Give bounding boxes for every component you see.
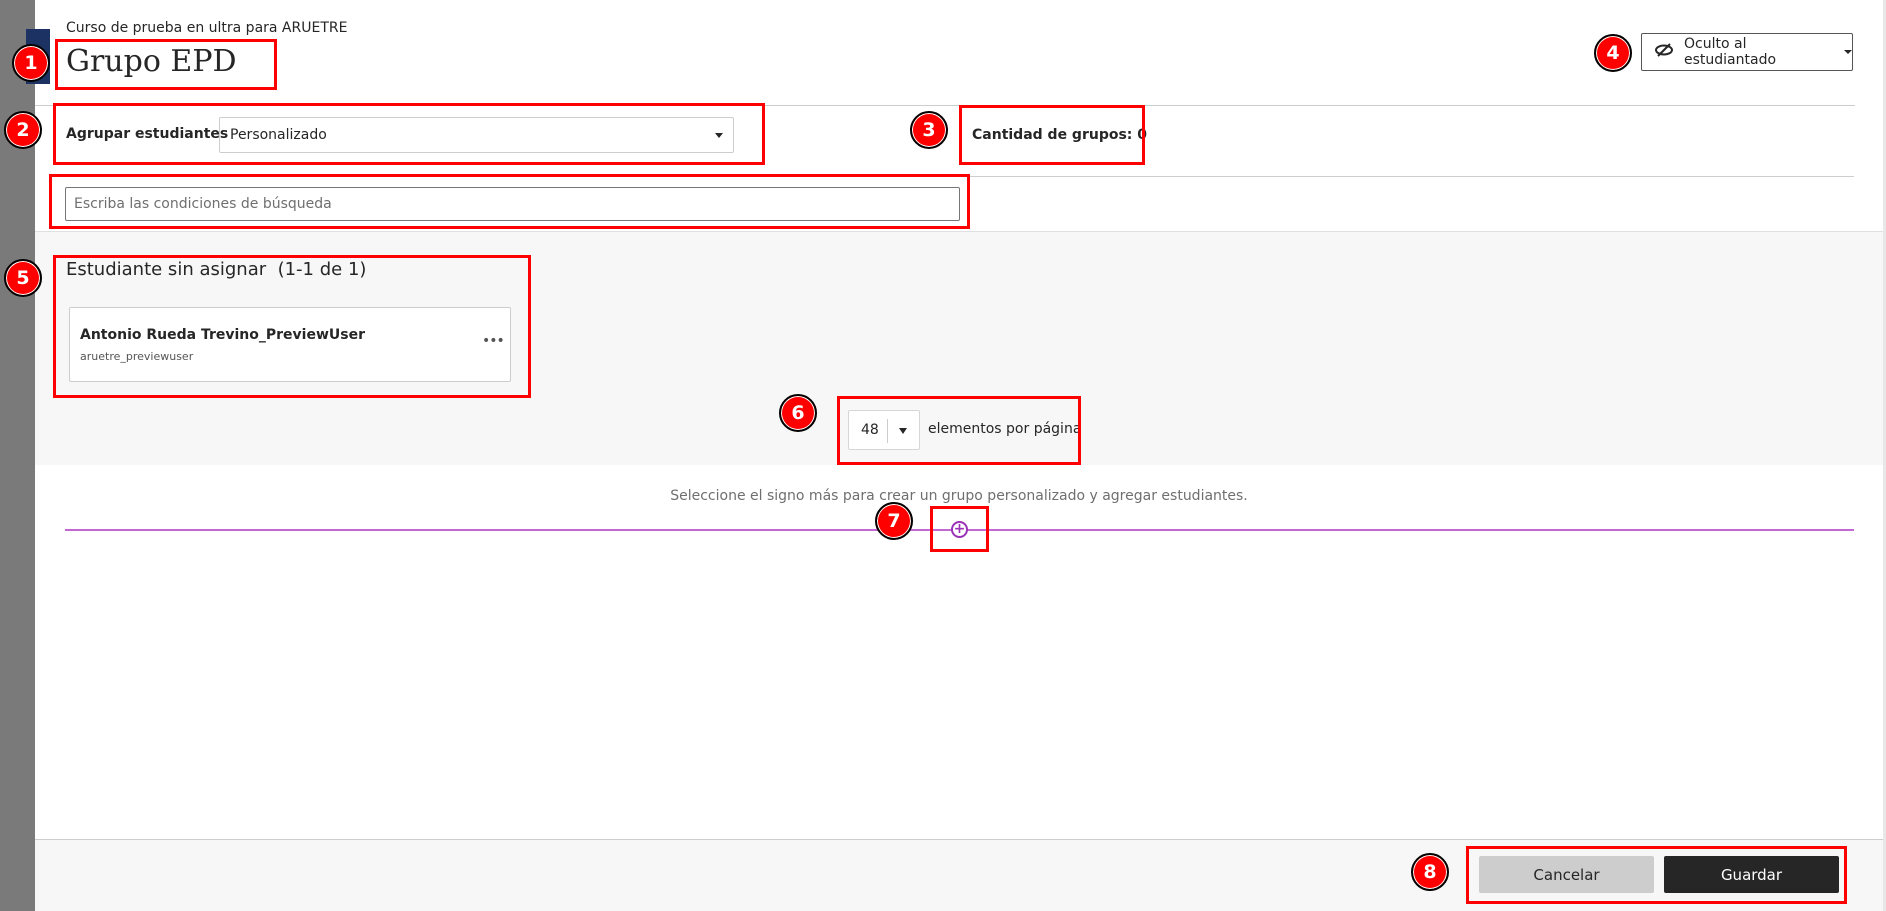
cancel-button[interactable]: Cancelar <box>1479 856 1654 893</box>
group-count: Cantidad de grupos: 0 <box>972 127 1148 143</box>
unassigned-title: Estudiante sin asignar (1-1 de 1) <box>66 259 366 280</box>
divider <box>887 419 888 443</box>
divider <box>50 176 1854 177</box>
page-title: Grupo EPD <box>66 44 237 79</box>
save-button[interactable]: Guardar <box>1664 856 1839 893</box>
course-name: Curso de prueba en ultra para ARUETRE <box>66 20 348 36</box>
annotation-number: 1 <box>12 44 50 82</box>
visibility-dropdown[interactable]: Oculto al estudiantado <box>1641 33 1853 71</box>
items-per-page-value: 48 <box>861 422 879 438</box>
annotation-number: 4 <box>1594 34 1632 72</box>
create-group-hint: Seleccione el signo más para crear un gr… <box>670 488 1248 504</box>
group-students-select[interactable]: Personalizado <box>219 117 734 153</box>
chevron-down-icon <box>1844 50 1852 54</box>
items-per-page-label: elementos por página <box>928 421 1082 437</box>
more-options-icon[interactable]: ••• <box>482 333 505 349</box>
divider <box>35 105 1855 106</box>
student-name: Antonio Rueda Trevino_PreviewUser <box>80 327 365 343</box>
student-card[interactable]: Antonio Rueda Trevino_PreviewUser aruetr… <box>69 307 511 382</box>
annotation-number: 7 <box>875 502 913 540</box>
add-group-button[interactable]: + <box>951 521 968 538</box>
visibility-label: Oculto al estudiantado <box>1684 36 1777 68</box>
group-students-value: Personalizado <box>230 127 327 143</box>
scrollbar[interactable] <box>1883 0 1886 911</box>
caret-down-icon <box>715 133 723 138</box>
caret-down-icon <box>899 428 907 434</box>
eye-slash-icon <box>1654 43 1674 61</box>
background-overlay <box>0 0 35 911</box>
search-input[interactable] <box>65 187 960 221</box>
group-students-label: Agrupar estudiantes <box>66 126 229 142</box>
items-per-page-select[interactable]: 48 <box>848 410 920 450</box>
unassigned-range: (1-1 de 1) <box>277 259 367 280</box>
unassigned-title-text: Estudiante sin asignar <box>66 259 267 280</box>
annotation-number: 6 <box>779 394 817 432</box>
annotation-number: 2 <box>4 111 42 149</box>
annotation-number: 5 <box>4 259 42 297</box>
annotation-number: 8 <box>1411 853 1449 891</box>
student-username: aruetre_previewuser <box>80 350 194 363</box>
annotation-number: 3 <box>910 111 948 149</box>
